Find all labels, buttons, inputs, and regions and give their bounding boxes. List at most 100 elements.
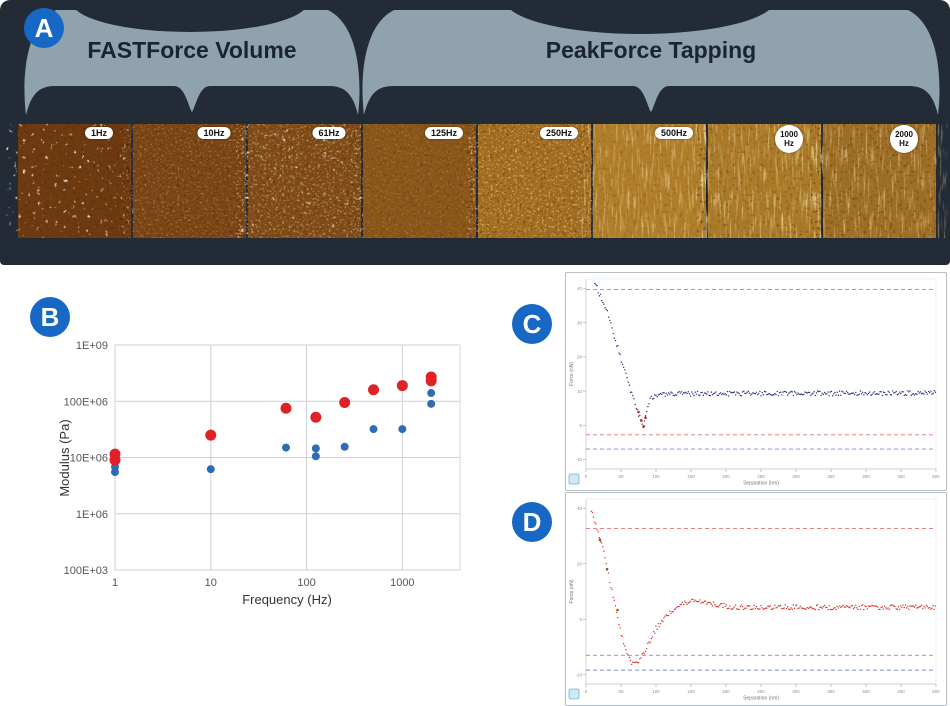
x-tick-label: 100: [297, 577, 315, 589]
accent-point: [598, 538, 602, 541]
panel-label-a: A: [24, 8, 64, 48]
x-axis-label: Separation (nm): [743, 481, 779, 487]
frequency-badge: 500Hz: [654, 127, 694, 140]
x-tick-label: 400: [862, 689, 870, 694]
accent-point: [605, 568, 609, 571]
scatter-point-red-modulus: [310, 411, 322, 423]
x-tick-label: 50: [618, 689, 624, 694]
scatter-point-blue-modulus: [311, 452, 320, 461]
scatter-point-red-modulus: [339, 397, 351, 409]
afm-texture-overlay: [363, 124, 476, 238]
afm-texture-overlay: [18, 124, 131, 238]
y-tick-label: 40: [577, 506, 583, 511]
accent-point: [616, 608, 619, 612]
x-tick-label: 100: [652, 474, 660, 479]
x-tick-label: 300: [792, 474, 800, 479]
scatter-point-red-modulus: [368, 384, 380, 396]
accent-point: [642, 424, 646, 428]
panel-b-modulus-chart: 1E+09 100E+06 10E+06 1E+06 100E+03 1 10 100 1000…: [55, 330, 485, 620]
x-axis-label: Frequency (Hz): [242, 592, 332, 607]
frequency-range-banner: FASTForce Volume PeakForce Tapping: [24, 0, 940, 115]
accent-point: [640, 419, 643, 422]
y-tick-label: 0: [579, 617, 582, 622]
y-tick-label: 0: [579, 423, 582, 428]
scatter-point-blue-modulus: [311, 444, 320, 453]
frequency-badge: 250Hz: [539, 127, 579, 140]
scatter-point-blue-modulus: [427, 389, 436, 398]
force-curve-series: [590, 510, 937, 666]
panel-c-force-curve: 40 30 20 10 0 -10 0 50 100 150 200 250 300 350 400 450 5…: [565, 272, 947, 491]
chart-gridlines: [114, 344, 461, 571]
afm-texture-overlay: [708, 124, 821, 238]
banner-label-right: PeakForce Tapping: [546, 37, 756, 63]
scatter-point-blue-modulus: [398, 425, 407, 434]
cropped-text-mass-right: [505, 0, 775, 34]
scatter-point-red-modulus: [109, 448, 121, 460]
x-tick-label: 250: [757, 689, 765, 694]
y-tick-label: 100E+06: [64, 396, 108, 408]
chart-data-points: [109, 371, 437, 477]
x-tick-label: 50: [618, 474, 624, 479]
x-tick-label: 200: [722, 474, 730, 479]
frequency-badge: 1Hz: [84, 127, 114, 140]
frequency-badge: 125Hz: [424, 127, 464, 140]
scatter-point-red-modulus: [205, 429, 217, 441]
afm-texture-overlay: [823, 124, 936, 238]
y-axis-label: Force (nN): [569, 362, 575, 386]
scatter-point-blue-modulus: [340, 442, 349, 451]
y-tick-label: 20: [577, 561, 583, 566]
y-tick-label: 20: [577, 355, 583, 360]
y-tick-label: 100E+03: [64, 565, 108, 577]
frequency-badge: 2000 Hz: [890, 125, 918, 153]
accent-point: [637, 410, 640, 414]
frequency-badge: 1000 Hz: [775, 125, 803, 153]
x-tick-label: 350: [827, 474, 835, 479]
banner-brace-shapes: [24, 0, 940, 115]
afm-texture-overlay: [478, 124, 591, 238]
scatter-point-red-modulus: [396, 380, 408, 392]
y-tick-label: -20: [575, 672, 582, 677]
cropped-text-mass-left: [72, 0, 308, 32]
force-curve-series: [594, 282, 937, 429]
x-tick-label: 0: [585, 474, 588, 479]
panel-d-force-curve: 40 20 0 -20 0 50 100 150 200 250 300 350 400 450 500 Fo…: [565, 492, 947, 706]
thumbnail-icon: [568, 473, 580, 485]
panel-label-c: C: [512, 304, 552, 344]
afm-image-row: [18, 124, 936, 238]
scatter-point-red-modulus: [425, 371, 437, 383]
panel-label-d: D: [512, 502, 552, 542]
afm-texture-overlay: [133, 124, 246, 238]
scatter-point-blue-modulus: [427, 399, 436, 408]
y-tick-label: 1E+06: [76, 509, 108, 521]
x-tick-label: 350: [827, 689, 835, 694]
y-tick-label: 1E+09: [76, 340, 108, 352]
x-tick-label: 450: [897, 689, 905, 694]
modulus-vs-frequency-chart: 1E+09 100E+06 10E+06 1E+06 100E+03 1 10 100 1000…: [57, 340, 461, 607]
afm-texture-overlay: [248, 124, 361, 238]
x-tick-label: 500: [932, 689, 940, 694]
frequency-badge: 10Hz: [197, 127, 231, 140]
x-tick-label: 1: [112, 577, 118, 589]
panel-a-afm-frequency-strip: FASTForce Volume PeakForce Tapping: [0, 0, 950, 265]
afm-tiles: [18, 124, 936, 238]
x-tick-label: 100: [652, 689, 660, 694]
y-tick-label: -10: [575, 457, 582, 462]
banner-label-left: FASTForce Volume: [87, 37, 296, 63]
x-tick-label: 0: [585, 689, 588, 694]
x-tick-label: 10: [205, 577, 217, 589]
brace-right: [362, 10, 940, 115]
plot-border: [585, 498, 937, 685]
chart-tick-labels: 1E+09 100E+06 10E+06 1E+06 100E+03 1 10 100 1000: [64, 340, 415, 589]
thumbnail-icon: [568, 688, 580, 700]
y-axis-label: Modulus (Pa): [57, 419, 72, 496]
frequency-badge: 61Hz: [312, 127, 346, 140]
x-tick-label: 1000: [390, 577, 414, 589]
y-tick-label: 10E+06: [70, 453, 108, 465]
plot-border: [585, 278, 937, 470]
x-tick-label: 450: [897, 474, 905, 479]
x-tick-label: 300: [792, 689, 800, 694]
x-tick-label: 250: [757, 474, 765, 479]
x-tick-label: 200: [722, 689, 730, 694]
